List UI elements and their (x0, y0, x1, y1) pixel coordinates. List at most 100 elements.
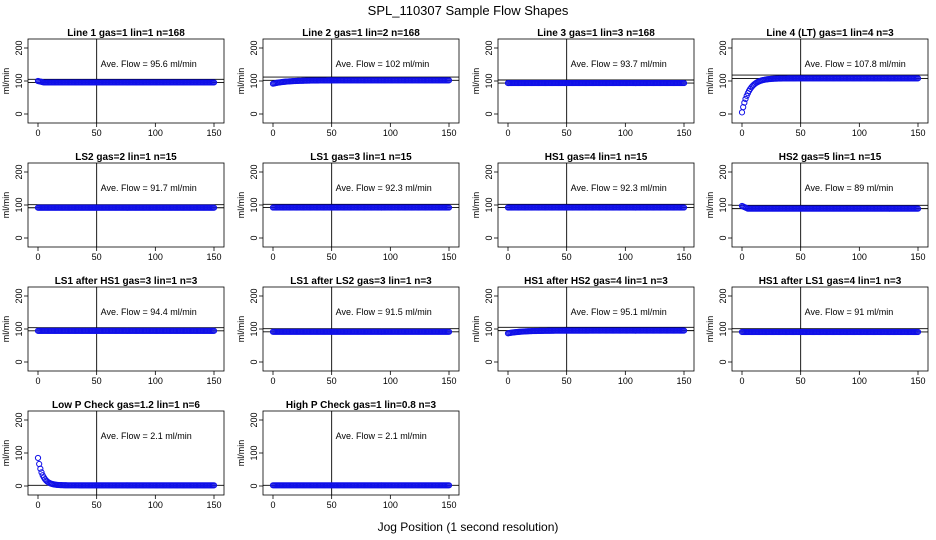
panel-3: Line 3 gas=1 lin=3 n=168 0 100 200 ml/min 0 50… (471, 28, 695, 138)
x-tick-label: 150 (441, 376, 456, 386)
x-tick-label: 50 (562, 252, 572, 262)
x-tick-label: 100 (383, 128, 398, 138)
x-tick-label: 0 (270, 500, 275, 510)
y-tick-label: 0 (14, 111, 24, 116)
average-flow-annotation: Ave. Flow = 2.1 ml/min (101, 431, 192, 441)
y-tick-label: 200 (718, 288, 728, 303)
panel-1: Line 1 gas=1 lin=1 n=168 0 100 200 ml/min 0 50… (1, 28, 225, 138)
data-points (504, 204, 688, 211)
x-tick-label: 0 (270, 376, 275, 386)
panel-title: HS1 after LS1 gas=4 lin=1 n=3 (759, 276, 902, 287)
x-tick-label: 50 (796, 252, 806, 262)
panel-11: HS1 after HS2 gas=4 lin=1 n=3 0 100 200 ml/m… (471, 276, 695, 386)
y-tick-label: 200 (249, 40, 259, 55)
y-axis-label: ml/min (471, 192, 481, 219)
data-points (269, 77, 453, 87)
y-tick-label: 100 (718, 73, 728, 88)
x-tick-label: 0 (35, 128, 40, 138)
y-axis-label: ml/min (236, 316, 246, 343)
panel-grid: Line 1 gas=1 lin=1 n=168 0 100 200 ml/min 0 50… (1, 28, 929, 510)
average-flow-annotation: Ave. Flow = 91.5 ml/min (336, 307, 432, 317)
x-tick-label: 150 (206, 252, 221, 262)
average-flow-annotation: Ave. Flow = 94.4 ml/min (101, 307, 197, 317)
x-tick-label: 50 (796, 376, 806, 386)
y-tick-label: 200 (249, 288, 259, 303)
y-tick-label: 200 (249, 412, 259, 427)
panel-2: Line 2 gas=1 lin=2 n=168 0 100 200 ml/min 0 50… (236, 28, 460, 138)
x-tick-label: 150 (206, 500, 221, 510)
x-tick-label: 50 (796, 128, 806, 138)
average-flow-annotation: Ave. Flow = 92.3 ml/min (571, 183, 667, 193)
data-point (210, 79, 218, 86)
x-tick-label: 100 (383, 500, 398, 510)
panel-title: Line 3 gas=1 lin=3 n=168 (537, 28, 655, 39)
x-tick-label: 50 (92, 128, 102, 138)
x-tick-label: 50 (562, 128, 572, 138)
data-point (741, 99, 748, 106)
x-tick-label: 150 (206, 376, 221, 386)
x-tick-label: 150 (676, 252, 691, 262)
x-tick-label: 0 (505, 376, 510, 386)
y-tick-label: 100 (484, 73, 494, 88)
panel-title: HS1 gas=4 lin=1 n=15 (545, 152, 648, 163)
panel-title: HS1 after HS2 gas=4 lin=1 n=3 (524, 276, 668, 287)
y-tick-label: 100 (718, 197, 728, 212)
data-points (738, 75, 922, 116)
data-point (445, 482, 453, 489)
x-tick-label: 50 (562, 376, 572, 386)
panel-title: LS1 after LS2 gas=3 lin=1 n=3 (290, 276, 432, 287)
y-tick-label: 100 (484, 197, 494, 212)
y-axis-label: ml/min (236, 440, 246, 467)
data-points (269, 482, 453, 489)
y-tick-label: 0 (484, 359, 494, 364)
x-tick-label: 0 (270, 128, 275, 138)
data-point (34, 454, 42, 462)
y-axis-label: ml/min (705, 68, 715, 95)
x-tick-label: 150 (441, 128, 456, 138)
x-tick-label: 150 (910, 128, 925, 138)
panel-title: High P Check gas=1 lin=0.8 n=3 (286, 400, 437, 411)
y-tick-label: 100 (484, 321, 494, 336)
x-tick-label: 50 (92, 252, 102, 262)
data-point (740, 104, 747, 111)
figure-x-label: Jog Position (1 second resolution) (378, 520, 559, 534)
y-axis-label: ml/min (1, 68, 11, 95)
data-points (34, 77, 218, 86)
y-tick-label: 0 (14, 235, 24, 240)
y-axis-label: ml/min (705, 316, 715, 343)
x-tick-label: 0 (739, 252, 744, 262)
data-point (445, 328, 453, 335)
data-points (504, 327, 688, 337)
x-tick-label: 100 (383, 252, 398, 262)
x-tick-label: 100 (852, 376, 867, 386)
panel-12: HS1 after LS1 gas=4 lin=1 n=3 0 100 200 ml/m… (705, 276, 929, 386)
y-tick-label: 100 (249, 445, 259, 460)
average-flow-annotation: Ave. Flow = 102 ml/min (336, 59, 430, 69)
average-flow-annotation: Ave. Flow = 2.1 ml/min (336, 431, 427, 441)
x-tick-label: 100 (852, 128, 867, 138)
y-tick-label: 0 (718, 111, 728, 116)
panel-title: LS1 after HS1 gas=3 lin=1 n=3 (55, 276, 198, 287)
panel-title: LS2 gas=2 lin=1 n=15 (75, 152, 177, 163)
y-tick-label: 0 (484, 235, 494, 240)
data-point (37, 465, 44, 472)
x-tick-label: 150 (441, 500, 456, 510)
panel-9: LS1 after HS1 gas=3 lin=1 n=3 0 100 200 ml/m… (1, 276, 225, 386)
y-tick-label: 0 (14, 359, 24, 364)
x-tick-label: 50 (92, 500, 102, 510)
y-tick-label: 0 (484, 111, 494, 116)
average-flow-annotation: Ave. Flow = 95.1 ml/min (571, 307, 667, 317)
y-tick-label: 0 (14, 483, 24, 488)
data-points (269, 328, 453, 335)
x-tick-label: 0 (739, 376, 744, 386)
y-tick-label: 100 (14, 197, 24, 212)
data-points (738, 202, 922, 212)
y-axis-label: ml/min (471, 316, 481, 343)
data-point (914, 205, 922, 212)
y-tick-label: 0 (249, 359, 259, 364)
y-tick-label: 200 (14, 288, 24, 303)
y-tick-label: 0 (249, 483, 259, 488)
y-axis-label: ml/min (471, 68, 481, 95)
y-tick-label: 100 (249, 321, 259, 336)
y-axis-label: ml/min (236, 192, 246, 219)
